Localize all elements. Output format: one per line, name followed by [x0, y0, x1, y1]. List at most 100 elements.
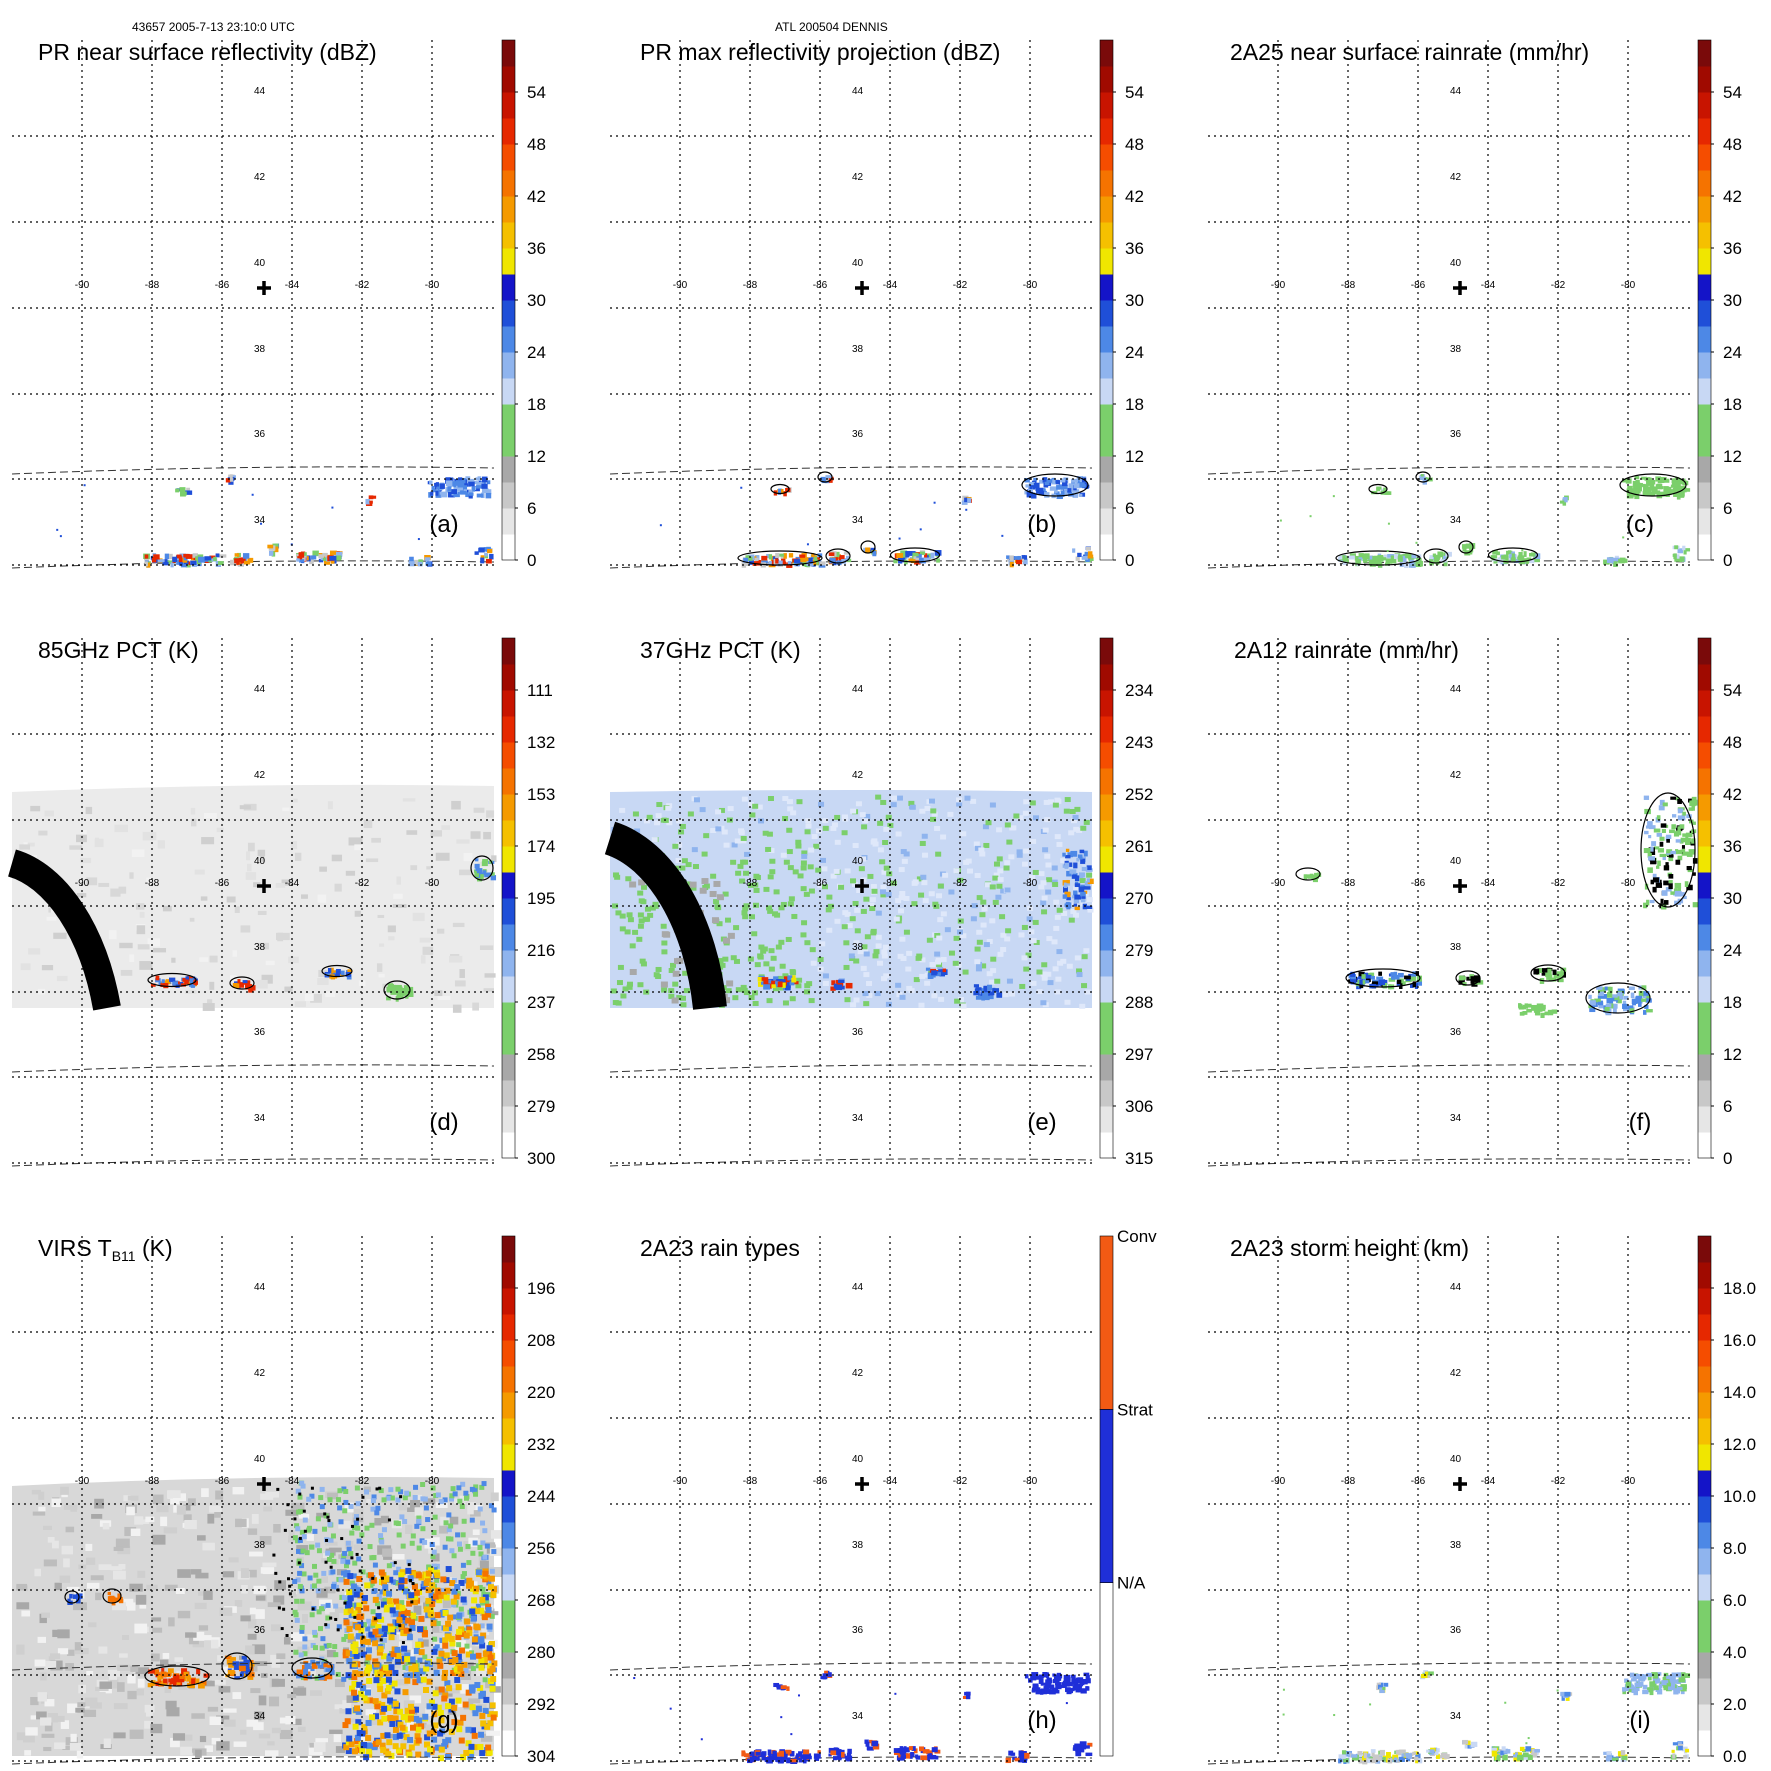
data-cell — [828, 1747, 835, 1753]
tb-cell — [291, 1502, 305, 1510]
colorbar-tick-label: 42 — [1723, 785, 1742, 804]
data-cell — [1672, 814, 1677, 818]
data-cell — [1072, 492, 1079, 498]
tb-cell — [374, 1703, 381, 1710]
tb-cell — [312, 1629, 318, 1635]
data-cell — [1650, 851, 1656, 855]
data-cell — [763, 984, 771, 990]
tb-cell — [381, 1497, 387, 1503]
tb-cell — [862, 818, 869, 824]
data-cell — [172, 556, 178, 562]
tb-cell — [853, 958, 860, 964]
data-cell — [872, 550, 877, 557]
tb-cell — [481, 1614, 488, 1621]
data-cell — [482, 488, 489, 493]
tb-cell — [44, 810, 55, 817]
tb-cell — [999, 914, 1006, 920]
tb-cell — [441, 825, 451, 830]
tb-cell — [632, 929, 639, 935]
colorbar-cell — [502, 1522, 515, 1549]
tb-cell — [326, 1642, 332, 1648]
data-cell — [198, 556, 205, 563]
tb-cell — [334, 1607, 344, 1614]
data-cell — [323, 1663, 328, 1668]
tb-cell — [790, 970, 797, 976]
tb-cell — [342, 1700, 352, 1709]
tb-cell — [891, 795, 898, 801]
data-cell — [761, 1751, 767, 1756]
tb-cell — [357, 1613, 364, 1620]
data-cell — [756, 561, 761, 566]
tb-cell — [766, 905, 773, 911]
tb-cell — [379, 1708, 386, 1715]
storm-center-marker — [855, 281, 869, 295]
tb-cell — [372, 1574, 385, 1581]
data-cell — [309, 558, 314, 565]
tb-cell — [378, 1616, 385, 1623]
tb-cell — [948, 950, 955, 956]
tb-cell — [387, 1602, 394, 1609]
data-cell — [347, 969, 352, 974]
tb-cell — [297, 1646, 310, 1654]
panel-tag: (d) — [429, 1109, 458, 1136]
data-cell — [400, 991, 404, 996]
contour-speck — [358, 1569, 362, 1573]
data-cell — [1082, 1745, 1090, 1749]
tb-cell — [741, 796, 748, 802]
contour-speck — [361, 1495, 365, 1499]
tb-cell — [844, 868, 851, 874]
tb-cell — [390, 1579, 396, 1585]
tb-cell — [408, 1592, 415, 1599]
tb-cell — [437, 1710, 444, 1717]
tb-cell — [351, 1661, 358, 1668]
tb-cell — [843, 940, 850, 946]
data-cell — [1597, 995, 1601, 1000]
colorbar-tick-label: 261 — [1125, 837, 1153, 856]
tb-cell — [366, 1677, 373, 1684]
data-cell — [1068, 483, 1074, 488]
data-cell — [238, 982, 244, 988]
tb-cell — [472, 1504, 483, 1511]
lat-label: 42 — [254, 172, 266, 183]
tb-cell — [139, 911, 145, 918]
tb-cell — [216, 1715, 230, 1725]
colorbar-cell — [1100, 820, 1113, 847]
tb-cell — [931, 811, 938, 817]
colorbar-cell — [502, 1236, 515, 1263]
tb-cell — [353, 1738, 360, 1745]
tb-cell — [451, 1719, 458, 1726]
tb-cell — [419, 1538, 425, 1544]
data-cell — [179, 553, 186, 559]
tb-cell — [223, 1708, 237, 1713]
swath-edge — [11, 1662, 495, 1671]
tb-cell — [942, 872, 949, 878]
colorbar-cell — [1698, 92, 1711, 119]
tb-cell — [361, 1622, 367, 1628]
tb-cell — [841, 924, 848, 930]
tb-cell — [25, 1727, 38, 1736]
data-cell — [1414, 983, 1419, 989]
tb-cell — [1023, 799, 1030, 805]
tb-cell — [86, 1671, 94, 1676]
lat-label: 34 — [254, 1113, 266, 1124]
data-cell — [234, 558, 240, 564]
tb-cell — [668, 993, 675, 999]
tb-cell — [900, 849, 907, 855]
tb-cell — [848, 953, 855, 959]
data-cell — [178, 1674, 184, 1680]
data-cell — [775, 981, 780, 987]
tb-cell — [294, 1598, 300, 1604]
tb-cell — [372, 1713, 379, 1720]
colorbar-cell — [502, 378, 515, 405]
data-cell — [843, 551, 851, 555]
data-cell — [1054, 491, 1060, 495]
data-cell — [942, 968, 947, 973]
data-cell — [1042, 1672, 1048, 1676]
data-cell — [980, 988, 985, 993]
tb-cell — [349, 1530, 355, 1536]
tb-cell — [383, 1554, 393, 1560]
tb-cell — [439, 1525, 448, 1534]
tb-cell — [733, 958, 740, 964]
lon-label: -90 — [673, 280, 688, 291]
tb-cell — [37, 988, 46, 995]
